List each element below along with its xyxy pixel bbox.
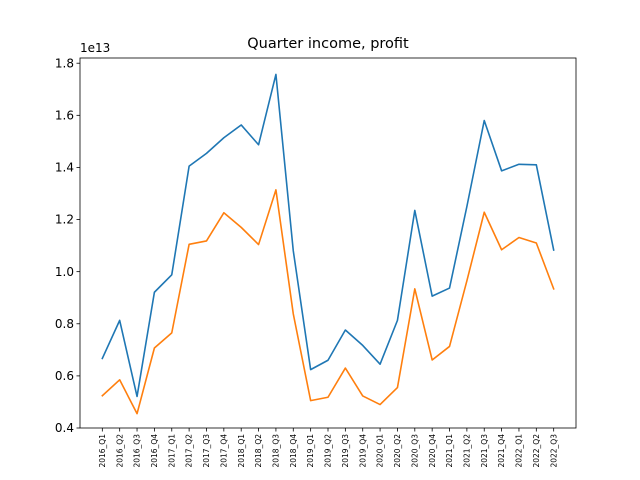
- y-tick-label: 1.6: [55, 109, 74, 123]
- plot-area: 0.4 0.6 0.8 1.0 1.2 1.4 1.6 1.8 2016_Q1 2016_Q2 20…: [55, 56, 558, 467]
- y-tick-label: 0.6: [55, 369, 74, 383]
- x-tick-label: 2018_Q1: [237, 434, 246, 468]
- y-tick-label: 0.4: [55, 421, 74, 435]
- y-tick-label: 1.2: [55, 213, 74, 227]
- x-tick-label: 2022_Q3: [549, 434, 558, 468]
- x-tick-label: 2019_Q1: [306, 434, 315, 468]
- x-tick-label: 2016_Q3: [133, 434, 142, 468]
- x-tick-label: 2021_Q4: [497, 434, 506, 468]
- y-tick-label: 1.8: [55, 56, 74, 70]
- x-tick-label: 2021_Q3: [480, 434, 489, 468]
- x-tick-label: 2017_Q4: [219, 434, 228, 468]
- axes-frame: [79, 57, 577, 429]
- x-tick-label: 2017_Q3: [202, 434, 211, 468]
- x-tick-label: 2020_Q1: [376, 434, 385, 468]
- x-tick-label: 2020_Q3: [410, 434, 419, 468]
- y-tick-label: 1.0: [55, 265, 74, 279]
- x-tick-label: 2017_Q1: [167, 434, 176, 468]
- x-tick-label: 2018_Q3: [272, 434, 281, 468]
- x-tick-label: 2021_Q2: [462, 434, 471, 468]
- x-tick-label: 2020_Q2: [393, 434, 402, 468]
- x-tick-label: 2016_Q1: [98, 434, 107, 468]
- y-axis-offset-label: 1e13: [80, 41, 110, 55]
- x-tick-label: 2020_Q4: [428, 434, 437, 468]
- x-tick-label: 2022_Q2: [532, 434, 541, 468]
- x-tick-label: 2022_Q1: [515, 434, 524, 468]
- x-tick-label: 2016_Q2: [115, 434, 124, 468]
- y-tick-label: 0.8: [55, 317, 74, 331]
- x-tick-label: 2019_Q4: [358, 434, 367, 468]
- y-tick-label: 1.4: [55, 161, 74, 175]
- x-tick-label: 2019_Q3: [341, 434, 350, 468]
- x-tick-label: 2021_Q1: [445, 434, 454, 468]
- x-tick-label: 2018_Q2: [254, 434, 263, 468]
- x-tick-label: 2018_Q4: [289, 434, 298, 468]
- x-tick-label: 2019_Q2: [324, 434, 333, 468]
- x-tick-label: 2016_Q4: [150, 434, 159, 468]
- series-line-2: [101, 189, 555, 415]
- series-line-1: [101, 73, 555, 398]
- x-tick-label: 2017_Q2: [185, 434, 194, 468]
- chart-title: Quarter income, profit: [247, 36, 409, 52]
